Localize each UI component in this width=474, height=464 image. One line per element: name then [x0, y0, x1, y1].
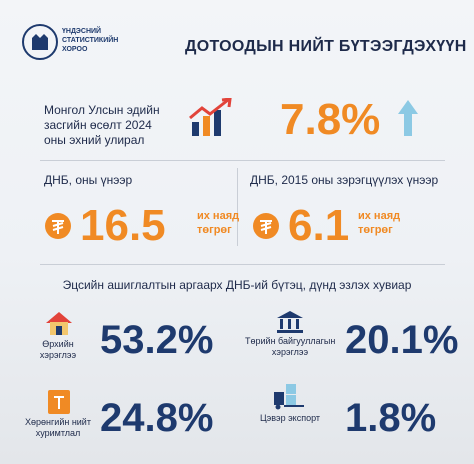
label-line: Монгол Улсын эдийн	[44, 103, 160, 117]
page-title: ДОТООДЫН НИЙТ БҮТЭЭГДЭХҮҮН	[185, 38, 467, 55]
label-line: хэрэглээ	[271, 347, 309, 357]
item-label: Хөрөнгийн нийт хуримтлал	[18, 417, 98, 439]
growth-label: Монгол Улсын эдийн засгийн өсөлт 2024 он…	[44, 103, 160, 148]
item-value: 1.8%	[345, 396, 437, 440]
item-label: Өрхийн хэрэглээ	[28, 339, 88, 361]
logo	[22, 24, 58, 60]
label-line: оны эхний улирал	[44, 133, 145, 147]
gdp-current-label: ДНБ, оны үнээр	[44, 173, 133, 187]
unit: их наяд төгрөг	[358, 209, 400, 237]
tugrik-icon	[253, 213, 279, 239]
gdp-constant-label: ДНБ, 2015 оны зэрэгцүүлэх үнээр	[250, 173, 439, 187]
export-icon	[274, 384, 304, 410]
label-line: Хөрөнгийн нийт	[25, 417, 91, 427]
unit-line: төгрөг	[358, 224, 393, 236]
structure-title: Эцсийн ашиглалтын аргаарх ДНБ-ий бүтэц, …	[62, 278, 412, 292]
growth-value: 7.8%	[280, 95, 381, 144]
item-value: 24.8%	[100, 396, 214, 440]
growth-icon	[189, 98, 232, 136]
label-line: засгийн өсөлт 2024	[44, 118, 152, 132]
unit-line: төгрөг	[197, 224, 232, 236]
item-value: 20.1%	[345, 318, 459, 362]
divider	[40, 264, 445, 265]
unit: их наяд төгрөг	[197, 209, 239, 237]
org-line: ХОРОО	[62, 46, 88, 53]
org-name: ҮНДЭСНИЙ СТАТИСТИКИЙН ХОРОО	[62, 27, 118, 54]
government-icon	[277, 311, 303, 333]
divider	[237, 168, 238, 246]
gdp-constant-value: 6.1	[288, 201, 350, 250]
label-line: Цэвэр экспорт	[259, 413, 321, 423]
unit-line: их наяд	[197, 210, 240, 222]
item-value: 53.2%	[100, 318, 214, 362]
org-line: СТАТИСТИКИЙН	[62, 37, 119, 44]
gdp-current-value: 16.5	[80, 201, 166, 250]
label-line: хуримтлал	[35, 428, 81, 438]
org-line: ҮНДЭСНИЙ	[62, 28, 102, 35]
label-line: Өрхийн	[42, 339, 74, 349]
item-label: Цэвэр экспорт	[245, 413, 335, 424]
tugrik-icon	[45, 213, 71, 239]
label-line: Төрийн байгууллагын	[245, 336, 336, 346]
item-label: Төрийн байгууллагын хэрэглээ	[245, 336, 335, 358]
divider	[40, 160, 445, 161]
house-icon	[46, 312, 72, 335]
investment-icon	[48, 390, 70, 414]
unit-line: их наяд	[358, 210, 401, 222]
up-arrow	[398, 100, 418, 136]
label-line: хэрэглээ	[39, 350, 77, 360]
